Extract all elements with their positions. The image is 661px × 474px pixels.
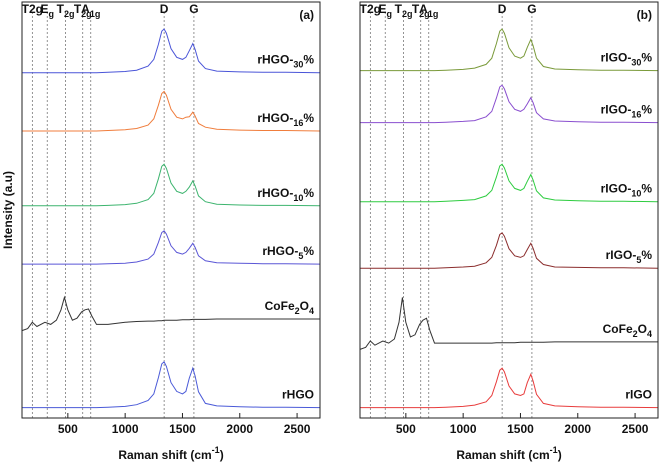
annotation-sub: 1g — [90, 9, 101, 19]
x-tick-label: 1000 — [450, 422, 477, 436]
y-axis-label: Intensity (a.u) — [1, 171, 15, 249]
panel-label: (b) — [637, 8, 652, 22]
annotation-label: Eg — [40, 2, 54, 19]
annotation-text: G — [189, 2, 198, 16]
annotation-label: T2g — [22, 2, 43, 16]
annotation-label: A1g — [81, 2, 100, 19]
x-tick-label: 2000 — [226, 422, 253, 436]
annotation-label: T2g — [57, 2, 75, 19]
series-label: rHGO-16% — [257, 111, 314, 128]
spectrum-line — [360, 367, 659, 409]
annotation-text: T — [74, 2, 82, 16]
spectrum-line — [22, 230, 321, 265]
annotation-text: T — [57, 2, 65, 16]
x-tick-label: 1500 — [169, 422, 196, 436]
series-label: rIGO-10% — [601, 182, 653, 199]
spectrum-line — [22, 90, 321, 132]
annotation-text: A — [419, 2, 428, 16]
x-tick-label: 500 — [58, 422, 78, 436]
x-tick-label: 1500 — [507, 422, 534, 436]
x-tick-label: 2500 — [284, 422, 311, 436]
annotation-text: T — [412, 2, 420, 16]
annotation-sub: 2g — [402, 9, 413, 19]
series-label: rHGO — [282, 388, 314, 402]
x-tick-label: 2500 — [622, 422, 649, 436]
annotation-text: T2g — [360, 2, 381, 16]
series-label: CoFe2O4 — [603, 322, 652, 339]
annotation-label: T2g — [360, 2, 381, 16]
annotation-label: D — [160, 2, 169, 16]
series-label: rIGO-16% — [601, 103, 653, 120]
annotation-sub: 2g — [81, 9, 92, 19]
spectrum-line — [22, 163, 321, 207]
series-label: rIGO-30% — [601, 51, 653, 68]
x-tick-label: 1000 — [112, 422, 139, 436]
annotation-text: T — [395, 2, 403, 16]
annotation-text: E — [40, 2, 48, 16]
annotation-label: A1g — [419, 2, 438, 19]
annotation-label: T2g — [412, 2, 430, 19]
spectrum-line — [360, 28, 659, 72]
plot-frame — [359, 1, 659, 419]
spectrum-line — [21, 295, 320, 332]
annotation-sub: g — [48, 9, 54, 19]
x-axis-label: Raman shift (cm-1) — [456, 445, 561, 462]
x-axis-label: Raman shift (cm-1) — [118, 445, 223, 462]
plot-frame — [21, 1, 321, 419]
spectrum-line — [360, 84, 659, 124]
annotation-sub: 2g — [419, 9, 430, 19]
series-label: rIGO-5% — [606, 248, 653, 265]
series-label: rIGO — [625, 388, 652, 402]
annotation-sub: 2g — [64, 9, 75, 19]
annotation-text: T2g — [22, 2, 43, 16]
spectrum-line — [360, 163, 659, 203]
series-label: CoFe2O4 — [265, 299, 314, 316]
annotation-text: A — [81, 2, 90, 16]
annotation-label: D — [498, 2, 507, 16]
spectrum-line — [22, 360, 321, 409]
spectrum-line — [22, 28, 321, 74]
annotation-label: Eg — [378, 2, 392, 19]
annotation-sub: g — [386, 9, 392, 19]
x-tick-label: 500 — [396, 422, 416, 436]
annotation-label: T2g — [74, 2, 92, 19]
annotation-label: G — [527, 2, 536, 16]
annotation-label: T2g — [395, 2, 413, 19]
spectrum-line — [360, 232, 659, 269]
annotation-text: D — [498, 2, 507, 16]
annotation-label: G — [189, 2, 198, 16]
annotation-sub: 1g — [428, 9, 439, 19]
series-label: rHGO-5% — [262, 244, 314, 261]
series-label: rHGO-30% — [257, 53, 314, 70]
annotation-text: G — [527, 2, 536, 16]
panel-label: (a) — [299, 8, 314, 22]
annotation-text: E — [378, 2, 386, 16]
series-label: rHGO-10% — [257, 186, 314, 203]
x-tick-label: 2000 — [564, 422, 591, 436]
spectrum-line — [359, 297, 658, 350]
annotation-text: D — [160, 2, 169, 16]
